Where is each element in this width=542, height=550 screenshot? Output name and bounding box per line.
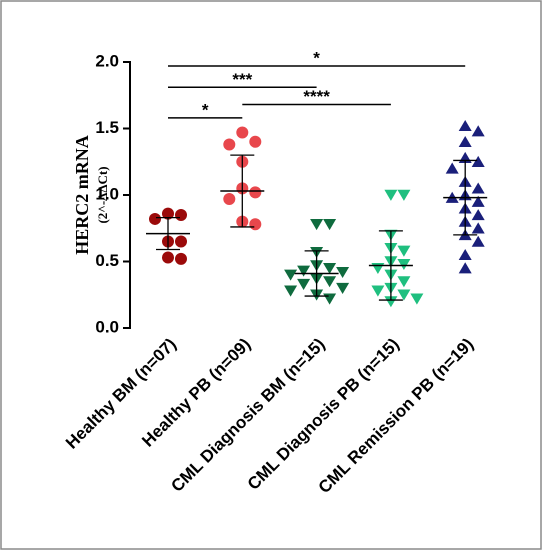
data-point [284, 285, 298, 297]
data-point [471, 155, 485, 167]
data-point [384, 189, 398, 201]
data-point [175, 208, 187, 221]
significance-label: **** [303, 87, 330, 106]
data-point [397, 258, 411, 271]
data-point [249, 218, 262, 231]
data-point [471, 222, 485, 234]
data-point [236, 126, 249, 139]
data-point [471, 195, 485, 207]
data-point [384, 296, 398, 308]
data-point [397, 276, 411, 288]
data-point [458, 262, 472, 274]
data-point [223, 138, 236, 151]
data-point [471, 235, 485, 247]
data-point [223, 192, 236, 205]
y-tick-label: 2.0 [95, 51, 119, 70]
y-axis-unit: (2^-ΔΔCt) [95, 166, 110, 223]
data-point [297, 278, 311, 290]
data-point [445, 162, 459, 174]
data-point [323, 262, 337, 274]
data-point [471, 209, 485, 221]
data-point [162, 207, 174, 220]
y-tick-label: 0.0 [95, 317, 119, 336]
y-axis-label: HERC2 mRNA [72, 135, 92, 255]
data-point [458, 135, 472, 147]
data-point [397, 245, 411, 257]
data-point [310, 219, 324, 231]
data-point [162, 251, 174, 264]
data-point [336, 282, 350, 294]
data-point [371, 285, 385, 297]
data-point [175, 252, 187, 265]
data-point [175, 235, 187, 248]
data-point [149, 212, 161, 225]
data-point [249, 135, 262, 148]
data-point [323, 276, 337, 288]
y-tick-label: 0.5 [95, 251, 119, 270]
data-point [471, 125, 485, 137]
data-point [458, 119, 472, 132]
data-point [297, 265, 311, 277]
significance-label: * [202, 100, 209, 119]
y-tick-label: 1.0 [95, 184, 119, 203]
data-point [397, 189, 411, 201]
data-point [471, 182, 485, 194]
y-tick-label: 1.5 [95, 118, 119, 137]
data-point [249, 186, 262, 199]
significance-label: * [313, 48, 320, 67]
data-point [397, 289, 411, 301]
data-point [284, 269, 298, 281]
data-point [323, 219, 337, 231]
data-point [458, 249, 472, 261]
data-point [410, 293, 424, 305]
data-point [336, 266, 350, 278]
significance-label: *** [232, 70, 252, 89]
